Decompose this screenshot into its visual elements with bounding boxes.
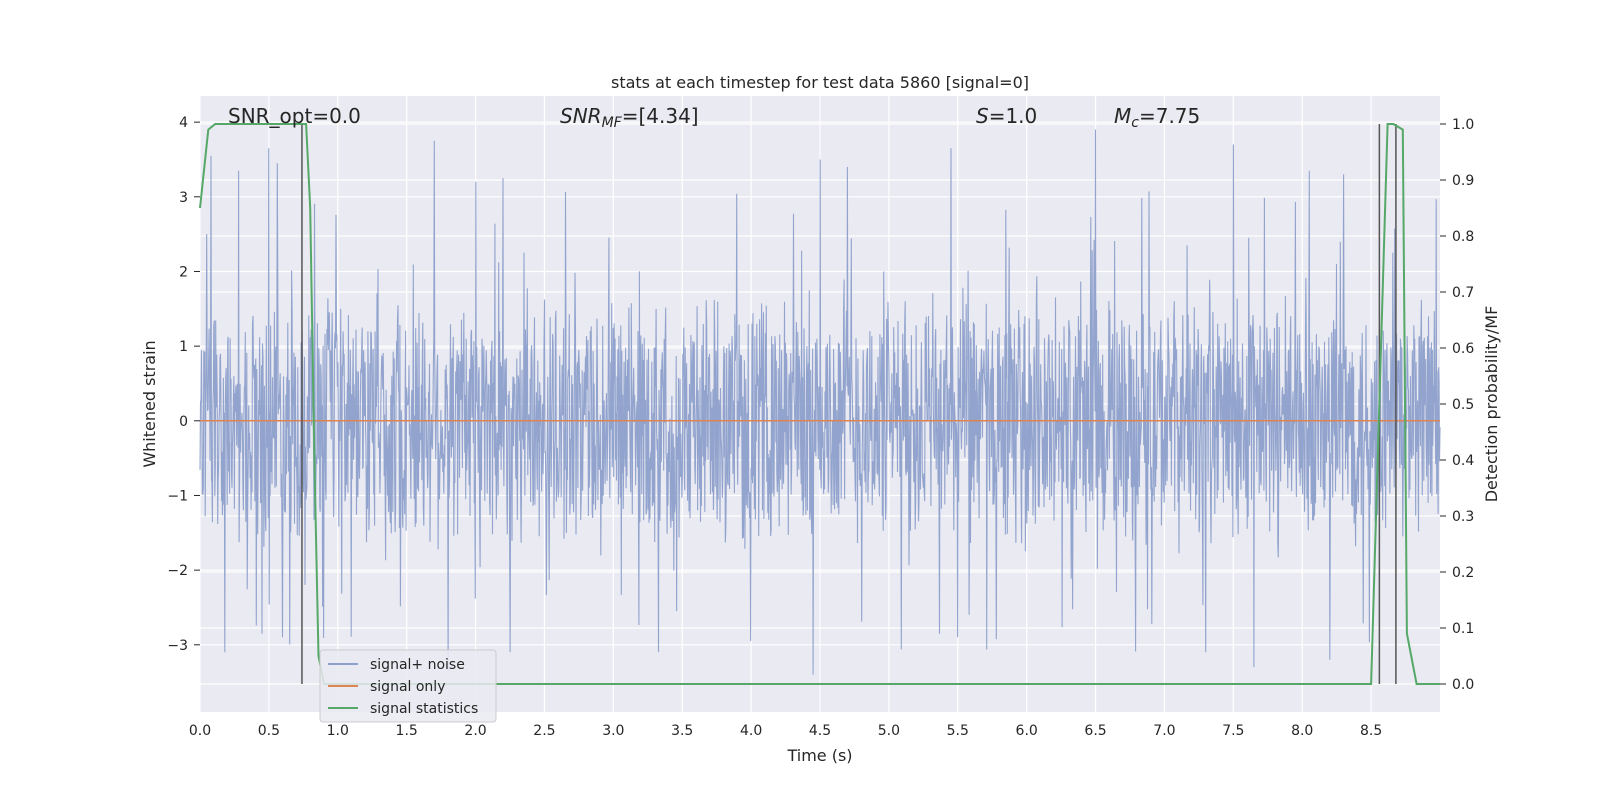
y-tick-label: −1 — [167, 488, 188, 504]
x-tick-label: 2.0 — [464, 723, 486, 739]
x-tick-label: 6.0 — [1016, 723, 1038, 739]
y-tick-label: 1 — [179, 339, 188, 355]
annotation-snr-mf: SNRMF=[4.34] — [560, 104, 699, 131]
annotation-mc-sub: c — [1131, 115, 1139, 131]
y-tick-label: 4 — [179, 115, 188, 131]
x-tick-label: 4.0 — [740, 723, 762, 739]
x-tick-label: 1.5 — [396, 723, 418, 739]
y-tick-label: −3 — [167, 638, 188, 654]
y2-axis-label: Detection probability/MF — [1482, 306, 1501, 503]
y-tick-label: 3 — [179, 190, 188, 206]
y-tick-label: 2 — [179, 264, 188, 280]
y2-tick-label: 0.1 — [1452, 621, 1474, 637]
x-axis-label: Time (s) — [786, 746, 852, 765]
x-tick-label: 8.0 — [1291, 723, 1313, 739]
annotation-mc-main: M — [1114, 104, 1131, 128]
x-tick-label: 0.0 — [189, 723, 211, 739]
x-tick-label: 8.5 — [1360, 723, 1382, 739]
y-tick-label: 0 — [179, 414, 188, 430]
x-tick-label: 6.5 — [1084, 723, 1106, 739]
legend-label-signal-only: signal only — [370, 679, 445, 695]
x-tick-label: 1.0 — [327, 723, 349, 739]
x-tick-label: 3.5 — [671, 723, 693, 739]
x-tick-label: 5.5 — [947, 723, 969, 739]
series-signal-noise — [199, 129, 1441, 675]
x-tick-label: 7.0 — [1153, 723, 1175, 739]
y-tick-label: −2 — [167, 563, 188, 579]
y2-tick-label: 0.9 — [1452, 173, 1474, 189]
annotation-snr-mf-sub: MF — [602, 115, 623, 131]
x-axis-ticks: 0.0 0.5 1.0 1.5 2.0 2.5 3.0 3.5 4.0 4.5 5.0 5.5 6.0 6… — [189, 723, 1382, 739]
y2-tick-label: 0.6 — [1452, 341, 1474, 357]
y2-tick-label: 0.3 — [1452, 509, 1474, 525]
y2-tick-label: 0.0 — [1452, 677, 1474, 693]
annotation-s-value: =1.0 — [989, 104, 1038, 128]
x-tick-label: 7.5 — [1222, 723, 1244, 739]
x-tick-label: 2.5 — [533, 723, 555, 739]
y2-tick-label: 0.8 — [1452, 229, 1474, 245]
y2-tick-label: 0.7 — [1452, 285, 1474, 301]
signal-noise-line — [199, 129, 1441, 675]
annotation-s: S=1.0 — [976, 104, 1037, 128]
annotation-s-main: S — [976, 104, 989, 128]
y-axis-ticks: 4 3 2 1 0 −1 −2 −3 — [167, 115, 200, 654]
x-tick-label: 0.5 — [258, 723, 280, 739]
y-axis-label: Whitened strain — [140, 340, 159, 467]
y2-tick-label: 1.0 — [1452, 117, 1474, 133]
annotation-mc: Mc=7.75 — [1114, 104, 1200, 131]
x-tick-label: 4.5 — [809, 723, 831, 739]
y2-tick-label: 0.2 — [1452, 565, 1474, 581]
y2-tick-label: 0.5 — [1452, 397, 1474, 413]
y2-axis-ticks: 1.0 0.9 0.8 0.7 0.6 0.5 0.4 0.3 0.2 0.1 0.0 — [1440, 117, 1474, 693]
legend-label-signal-noise: signal+ noise — [370, 657, 465, 673]
y2-tick-label: 0.4 — [1452, 453, 1474, 469]
annotation-snr-opt: SNR_opt=0.0 — [228, 104, 361, 128]
x-tick-label: 3.0 — [602, 723, 624, 739]
chart-title: stats at each timestep for test data 586… — [611, 73, 1029, 92]
legend-box — [319, 649, 497, 723]
annotation-snr-mf-value: =[4.34] — [622, 104, 699, 128]
legend: signal+ noise signal only signal statist… — [319, 649, 497, 723]
x-tick-label: 5.0 — [878, 723, 900, 739]
legend-label-signal-statistics: signal statistics — [370, 701, 478, 717]
annotation-mc-value: =7.75 — [1139, 104, 1200, 128]
annotation-snr-mf-main: SNR — [560, 104, 602, 128]
